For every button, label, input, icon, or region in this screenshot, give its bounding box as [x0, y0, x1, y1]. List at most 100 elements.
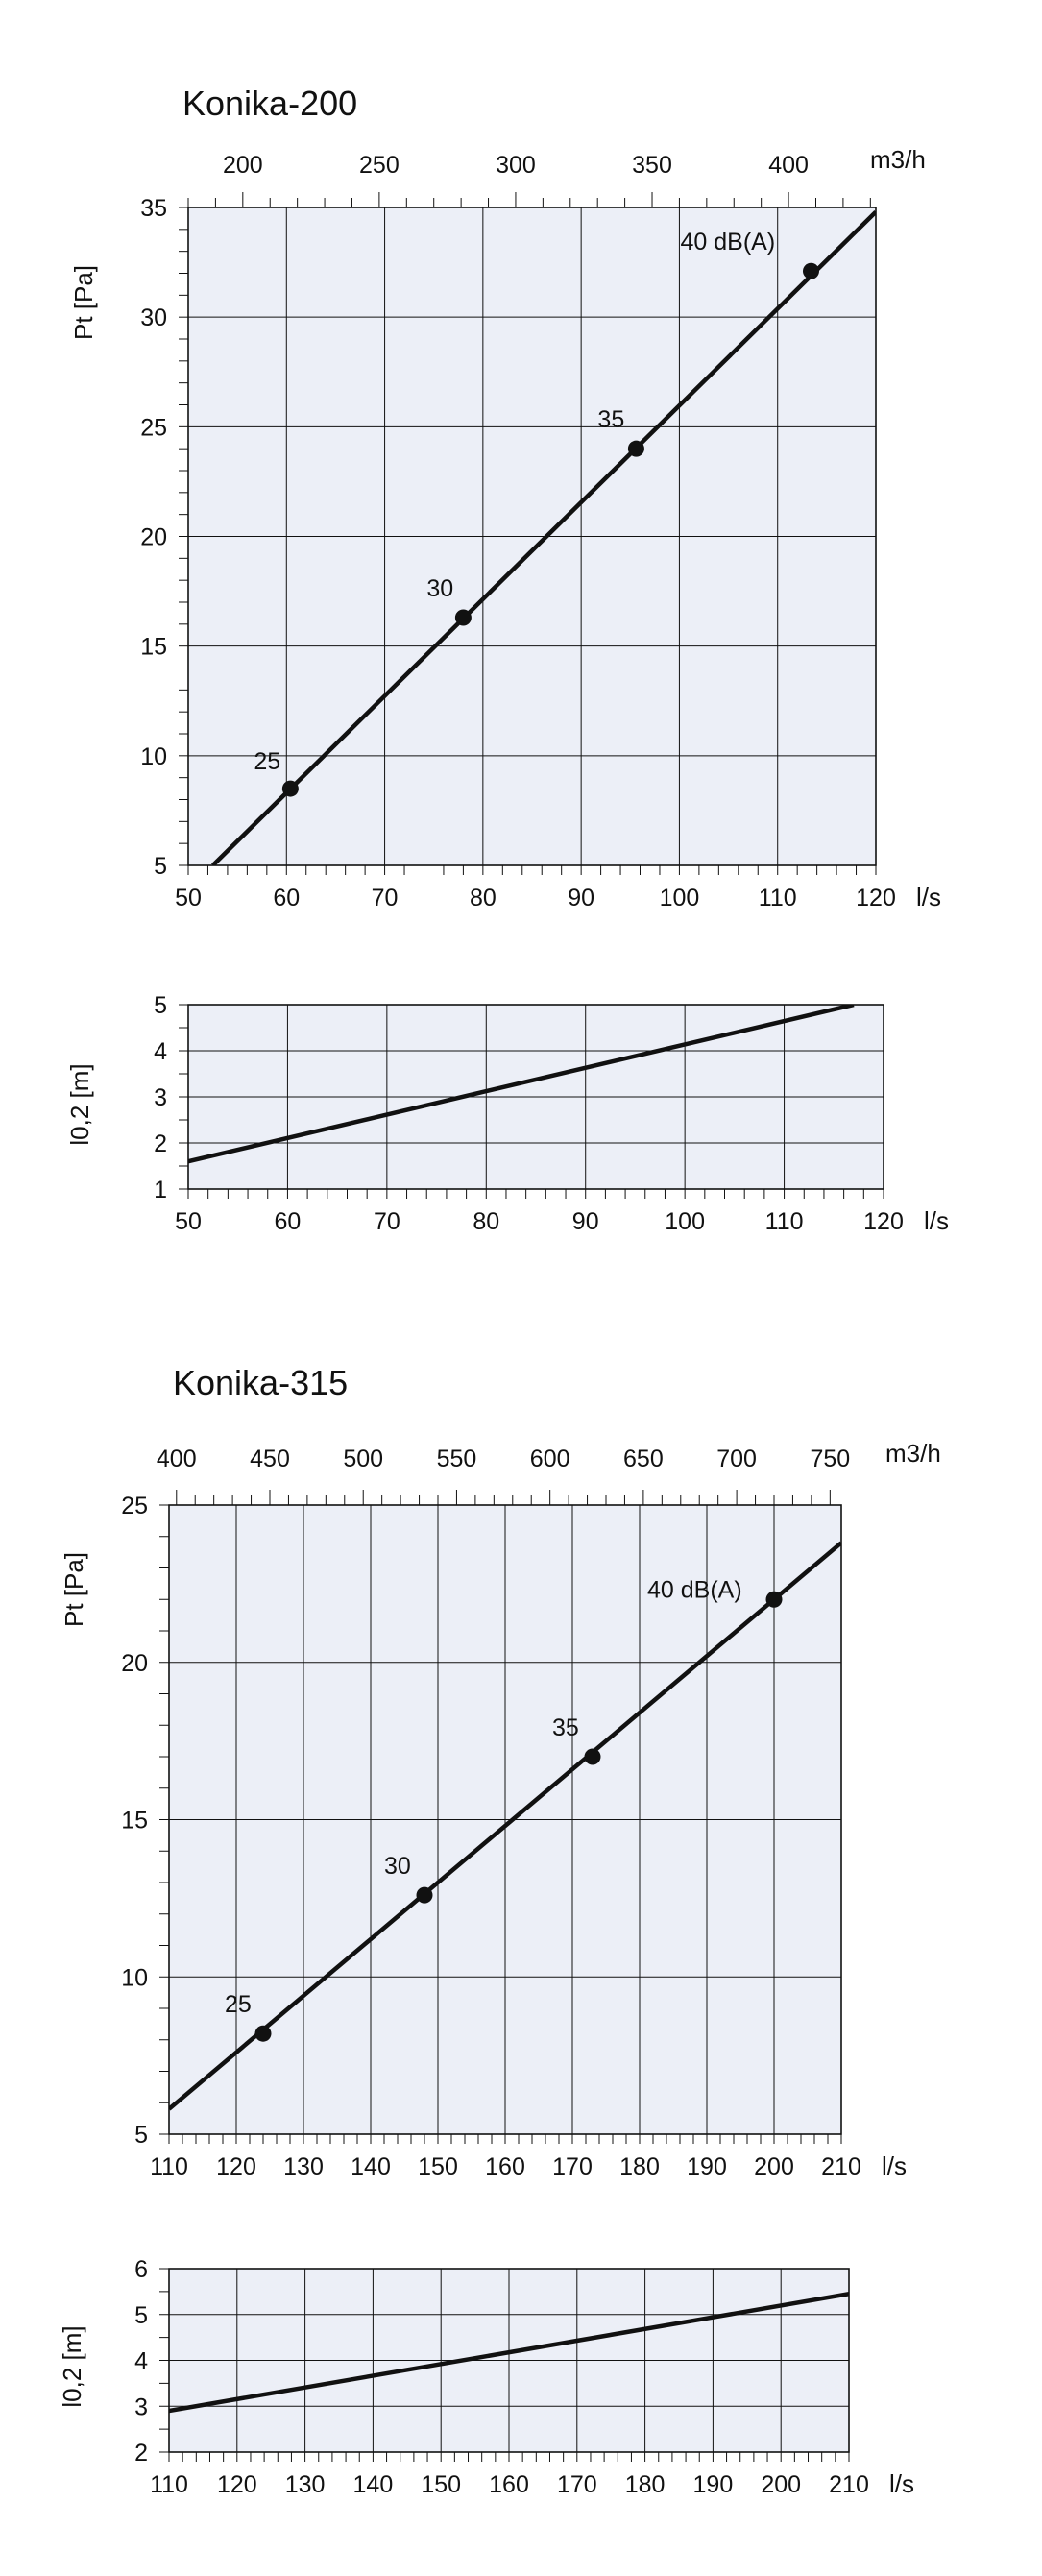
- series-line: [188, 1005, 855, 1164]
- x-tick-label: 170: [552, 2153, 593, 2180]
- x-tick-label: 110: [150, 2153, 188, 2180]
- x2-tick-label: 650: [623, 1446, 664, 1472]
- y-tick-label: 5: [154, 992, 167, 1019]
- x-tick-label: 100: [665, 1208, 705, 1235]
- y-tick-label: 5: [154, 853, 167, 880]
- y-axis-label: l0,2 [m]: [65, 1063, 94, 1145]
- series-line: [169, 1541, 841, 2111]
- x2-tick-label: 700: [716, 1446, 757, 1472]
- x-axis-unit: l/s: [916, 883, 941, 911]
- x-tick-label: 50: [175, 1208, 202, 1235]
- y-tick-label: 5: [134, 2122, 148, 2149]
- x-tick-label: 120: [863, 1208, 904, 1235]
- x-tick-label: 70: [374, 1208, 400, 1235]
- y-tick-label: 2: [134, 2440, 148, 2467]
- x-tick-label: 120: [856, 885, 896, 911]
- x-tick-label: 160: [485, 2153, 525, 2180]
- y-tick-label: 3: [134, 2394, 148, 2420]
- x-tick-label: 180: [625, 2471, 666, 2498]
- x-tick-label: 200: [754, 2153, 794, 2180]
- data-point: [765, 1591, 783, 1608]
- y-tick-label: 20: [121, 1650, 148, 1677]
- konika-315-throw-chart: 110 120 130 140 150 160 170 180 190 200 210 l/s 2 3 4 5…: [58, 2256, 914, 2498]
- y-tick-label: 4: [134, 2348, 148, 2375]
- y-tick-label: 5: [134, 2302, 148, 2329]
- x-tick-label: 200: [761, 2471, 801, 2498]
- x-axis-unit: l/s: [882, 2151, 907, 2180]
- y-tick-label: 20: [140, 524, 167, 551]
- x-tick-label: 60: [275, 1208, 302, 1235]
- x-tick-label: 100: [660, 885, 700, 911]
- data-point: [254, 2025, 272, 2042]
- point-label: 30: [384, 1853, 411, 1880]
- y-axis-label: l0,2 [m]: [58, 2325, 86, 2407]
- point-label: 25: [254, 748, 280, 775]
- y-tick-label: 30: [140, 304, 167, 331]
- x2-tick-label: 350: [632, 152, 672, 179]
- x-tick-label: 90: [568, 885, 594, 911]
- x2-axis-unit: m3/h: [870, 145, 926, 174]
- y-tick-label: 10: [121, 1964, 148, 1991]
- data-point: [802, 262, 819, 279]
- x-tick-label: 140: [351, 2153, 391, 2180]
- data-point: [416, 1886, 433, 1904]
- series-line: [169, 2292, 849, 2414]
- y-tick-label: 4: [154, 1038, 167, 1065]
- point-label: 30: [426, 575, 453, 602]
- y-tick-label: 10: [140, 743, 167, 770]
- x-tick-label: 80: [470, 885, 497, 911]
- x-tick-label: 120: [216, 2153, 256, 2180]
- y-tick-label: 35: [140, 195, 167, 222]
- x2-tick-label: 300: [496, 152, 536, 179]
- x-tick-label: 130: [285, 2471, 326, 2498]
- x-tick-label: 90: [572, 1208, 599, 1235]
- x2-tick-label: 500: [343, 1446, 383, 1472]
- point-label: 25: [225, 1991, 252, 2018]
- x-tick-label: 70: [372, 885, 399, 911]
- x-tick-label: 80: [473, 1208, 499, 1235]
- point-label: 40 dB(A): [647, 1576, 742, 1603]
- konika-200-throw-chart: 50 60 70 80 90 100 110 120 l/s 1 2 3 4 5 l0,2 [m]: [65, 992, 949, 1235]
- point-label: 35: [597, 406, 624, 433]
- x-tick-label: 130: [283, 2153, 324, 2180]
- x2-tick-label: 400: [157, 1446, 197, 1472]
- y-tick-label: 2: [154, 1130, 167, 1157]
- y-tick-label: 1: [154, 1177, 167, 1203]
- x-tick-label: 210: [821, 2153, 861, 2180]
- data-point: [627, 440, 644, 457]
- x2-tick-label: 550: [437, 1446, 477, 1472]
- point-label: 35: [552, 1714, 579, 1741]
- y-tick-label: 6: [134, 2256, 148, 2283]
- data-point: [584, 1748, 601, 1765]
- x-tick-label: 60: [273, 885, 300, 911]
- x-axis-unit: l/s: [889, 2469, 914, 2498]
- chart-title: Konika-315: [173, 1363, 348, 1402]
- y-tick-label: 3: [154, 1084, 167, 1111]
- x-tick-label: 140: [353, 2471, 394, 2498]
- y-tick-label: 25: [121, 1493, 148, 1519]
- series-line: [210, 209, 876, 865]
- x-tick-label: 170: [557, 2471, 597, 2498]
- x2-tick-label: 250: [359, 152, 400, 179]
- x-tick-label: 190: [693, 2471, 734, 2498]
- x-tick-label: 110: [759, 885, 797, 911]
- point-label: 40 dB(A): [680, 229, 775, 255]
- data-point: [281, 780, 299, 797]
- x-tick-label: 150: [418, 2153, 458, 2180]
- konika-200-pressure-chart: 50 60 70 80 90 100 110 120 l/s 5 10 15 20 25 30 35 Pt [P…: [69, 84, 941, 911]
- konika-315-pressure-chart: 110 120 130 140 150 160 170 180 190 200 210 l/s 5 10 1…: [60, 1363, 941, 2180]
- y-tick-label: 25: [140, 414, 167, 441]
- x-tick-label: 120: [217, 2471, 257, 2498]
- y-tick-label: 15: [121, 1808, 148, 1835]
- x2-tick-label: 400: [768, 152, 809, 179]
- x2-tick-label: 450: [250, 1446, 290, 1472]
- x-tick-label: 110: [765, 1208, 804, 1235]
- chart-title: Konika-200: [182, 84, 357, 123]
- data-point: [454, 609, 472, 626]
- x-axis-unit: l/s: [924, 1206, 949, 1235]
- x-tick-label: 190: [687, 2153, 727, 2180]
- y-axis-label: Pt [Pa]: [60, 1552, 88, 1627]
- y-tick-label: 15: [140, 634, 167, 661]
- x2-tick-label: 600: [530, 1446, 570, 1472]
